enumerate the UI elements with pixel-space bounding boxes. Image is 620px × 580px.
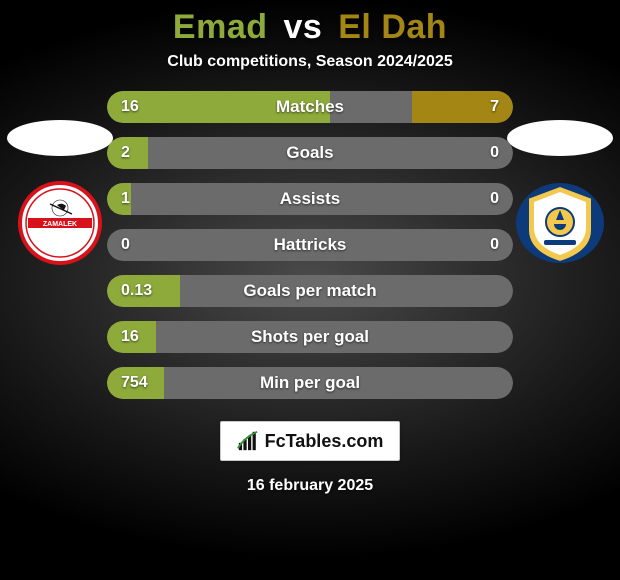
bar-fill-player1 [107,367,164,399]
player2-side [500,120,620,266]
stat-row: 20Goals [107,137,513,169]
bar-track [107,183,513,215]
bar-fill-player1 [107,91,330,123]
bar-track [107,321,513,353]
subtitle: Club competitions, Season 2024/2025 [167,53,452,71]
title-vs: vs [283,8,322,46]
svg-text:ZAMALEK: ZAMALEK [43,221,77,228]
site-logo-text: FcTables.com [265,431,384,452]
site-logo-box[interactable]: FcTables.com [220,421,401,461]
zamalek-badge-icon: ZAMALEK [10,180,110,266]
bar-fill-player1 [107,183,131,215]
player1-club-badge: ZAMALEK [10,180,110,266]
date-label: 16 february 2025 [247,477,373,495]
chart-bars-icon [237,430,259,452]
content-wrapper: Emad vs El Dah Club competitions, Season… [0,0,620,580]
bar-track [107,367,513,399]
bar-fill-player2 [412,91,514,123]
title-player2: El Dah [338,8,447,46]
player2-avatar-placeholder [507,120,613,156]
bar-track [107,137,513,169]
stat-row: 16Shots per goal [107,321,513,353]
ismaily-badge-icon [510,180,610,266]
bar-track [107,229,513,261]
bar-fill-player1 [107,275,180,307]
stat-row: 754Min per goal [107,367,513,399]
player2-club-badge [510,180,610,266]
page-title: Emad vs El Dah [173,8,447,47]
stats-bar-list: 167Matches 20Goals 10Assists 00Hattricks 0.1… [107,91,513,399]
stat-row: 167Matches [107,91,513,123]
stat-row: 00Hattricks [107,229,513,261]
bar-fill-player1 [107,321,156,353]
player1-avatar-placeholder [7,120,113,156]
stat-row: 0.13Goals per match [107,275,513,307]
title-player1: Emad [173,8,268,46]
bar-fill-player1 [107,137,148,169]
player1-side: ZAMALEK [0,120,120,266]
stat-row: 10Assists [107,183,513,215]
